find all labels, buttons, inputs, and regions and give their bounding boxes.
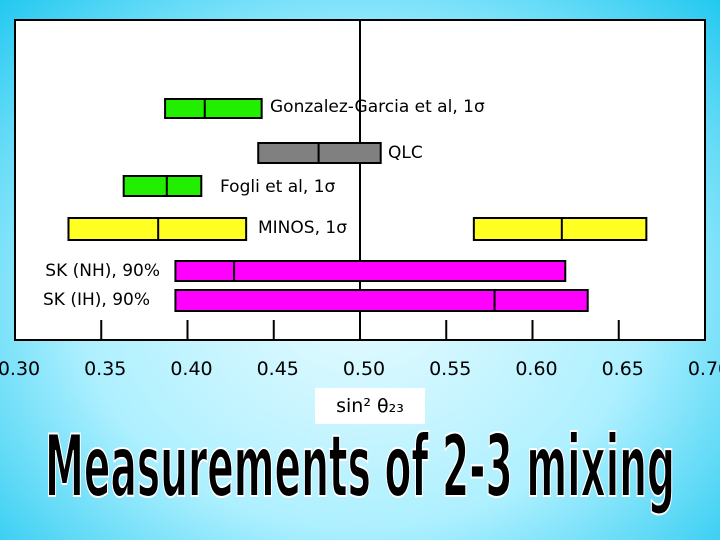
x-tick-label: 0.40 [170,358,212,380]
x-tick-label: 0.55 [429,358,471,380]
x-tick-label: 0.65 [602,358,644,380]
series-label: Fogli et al, 1σ [220,177,336,197]
x-tick-label: 0.70 [688,358,720,380]
range-bar [164,98,263,119]
x-tick-label: 0.30 [0,358,40,380]
x-tick-label: 0.35 [84,358,126,380]
x-axis-label: sin² θ₂₃ [336,395,404,417]
range-bar [174,260,567,282]
x-tick-label: 0.45 [257,358,299,380]
series-label: SK (IH), 90% [43,290,150,310]
range-bar [174,289,589,312]
xlabel-box [315,388,425,424]
series-label: MINOS, 1σ [258,218,347,238]
x-tick-label: 0.60 [515,358,557,380]
x-tick-label: 0.50 [343,358,385,380]
series-label: Gonzalez-Garcia et al, 1σ [270,97,485,117]
series-label: QLC [388,143,423,163]
range-bar [122,175,203,197]
range-bar [472,217,648,241]
series-label: SK (NH), 90% [45,261,160,281]
slide-title: Measurements of 2-3 mixing [45,417,675,517]
